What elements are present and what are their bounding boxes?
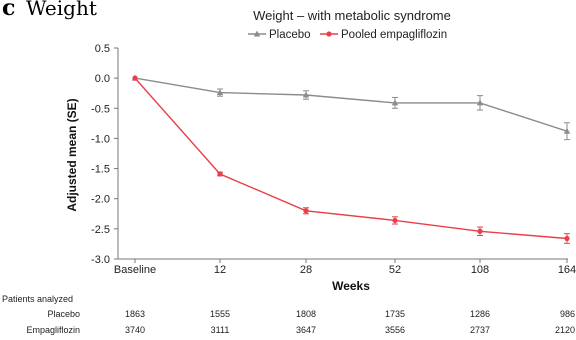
x-ticks: Baseline 12 28 52 108 164 [114, 259, 576, 276]
chart-title: Weight – with metabolic syndrome [253, 8, 451, 23]
patients-count: 2737 [470, 325, 490, 335]
data-point [303, 208, 309, 214]
panel-label: c [2, 0, 15, 21]
patients-count: 1863 [125, 309, 145, 319]
data-point [477, 228, 483, 234]
y-tick-label: -3.0 [91, 254, 110, 266]
y-tick-label: -2.0 [91, 194, 110, 206]
series-layer [131, 74, 571, 244]
x-tick-label: 12 [214, 264, 226, 276]
data-point [563, 127, 571, 134]
legend-marker [253, 30, 261, 37]
legend-marker [326, 31, 332, 37]
x-axis-title: Weeks [332, 279, 370, 293]
patients-count: 3556 [385, 325, 405, 335]
patients-count: 986 [560, 309, 575, 319]
y-tick-label: 0.0 [95, 73, 110, 85]
y-ticks: 0.5 0.0 -0.5 -1.0 -1.5 -2.0 -2.5 -3.0 [91, 43, 118, 266]
data-point [391, 99, 399, 106]
y-tick-label: -0.5 [91, 103, 110, 115]
x-tick-label: 164 [558, 264, 576, 276]
data-point [216, 89, 224, 96]
data-point [392, 217, 398, 224]
x-tick-label: 28 [300, 264, 312, 276]
y-axis-title: Adjusted mean (SE) [65, 98, 79, 211]
y-tick-label: -1.0 [91, 133, 110, 145]
data-point [132, 75, 138, 81]
data-point [564, 235, 570, 242]
y-tick-label: 0.5 [95, 43, 110, 55]
series-placebo [131, 74, 571, 141]
y-tick-label: -1.5 [91, 164, 110, 176]
panel-title: Weight [26, 0, 97, 20]
legend: Placebo Pooled empagliflozin [248, 29, 447, 41]
patients-analyzed-table: Patients analyzed Placebo 1863 1555 1808 173… [2, 294, 575, 335]
patients-count: 1555 [210, 309, 230, 319]
x-tick-label: 52 [389, 264, 401, 276]
patients-count: 2120 [555, 325, 575, 335]
series-line [134, 77, 568, 240]
data-point [217, 171, 223, 177]
series-empagliflozin [132, 75, 570, 244]
legend-label: Pooled empagliflozin [341, 29, 447, 41]
patients-row-label: Empagliflozin [26, 325, 80, 335]
x-tick-label: Baseline [114, 264, 156, 276]
y-tick-label: -2.5 [91, 224, 110, 236]
data-point [302, 91, 310, 98]
patients-count: 1735 [385, 309, 405, 319]
patients-row-label: Placebo [47, 309, 80, 319]
patients-count: 1808 [296, 309, 316, 319]
series-line [134, 77, 568, 132]
legend-label: Placebo [269, 29, 311, 41]
patients-count: 1286 [470, 309, 490, 319]
patients-count: 3647 [296, 325, 316, 335]
patients-analyzed-label: Patients analyzed [2, 294, 73, 304]
patients-count: 3111 [211, 325, 230, 335]
x-tick-label: 108 [471, 264, 489, 276]
patients-count: 3740 [125, 325, 145, 335]
data-point [476, 99, 484, 106]
